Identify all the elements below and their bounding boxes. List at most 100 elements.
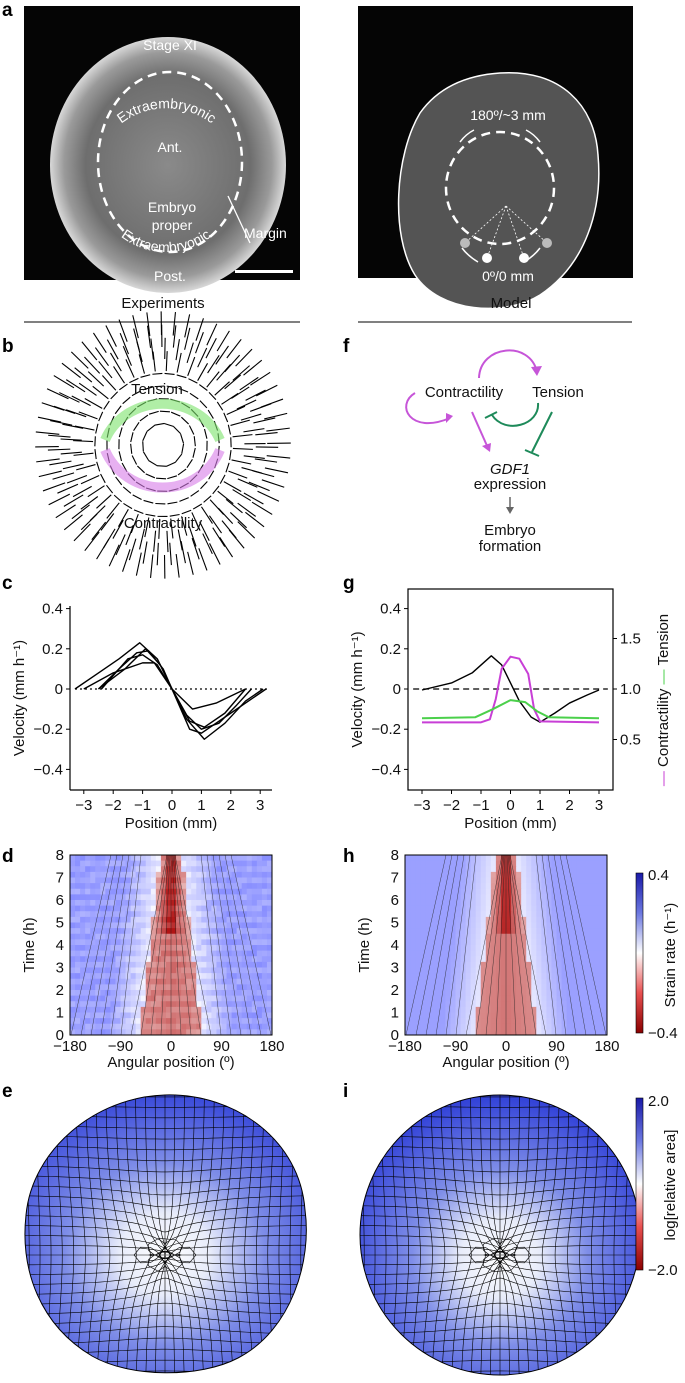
heatmap-cell	[597, 911, 603, 917]
heatmap-cell	[257, 878, 263, 884]
heatmap-cell	[196, 968, 202, 974]
heatmap-cell	[222, 956, 228, 962]
heatmap-cell	[171, 1007, 177, 1013]
heatmap-cell	[136, 951, 142, 957]
heatmap-cell	[237, 1018, 243, 1024]
velocity-vector	[209, 516, 221, 533]
heatmap-cell	[176, 1018, 182, 1024]
heatmap-cell	[481, 911, 487, 917]
heatmap-cell	[206, 990, 212, 996]
heatmap-cell	[252, 861, 258, 867]
velocity-vector	[140, 415, 148, 421]
heatmap-cell	[506, 939, 512, 945]
heatmap-cell	[206, 889, 212, 895]
heatmap-cell	[237, 996, 243, 1002]
heatmap-cell	[420, 1018, 426, 1024]
heatmap-cell	[531, 1013, 537, 1019]
heatmap-cell	[435, 900, 441, 906]
velocity-vector	[97, 462, 100, 472]
velocity-vector	[178, 529, 182, 550]
heatmap-cell	[247, 889, 253, 895]
velocity-vector	[136, 553, 141, 576]
heatmap-cell	[557, 928, 563, 934]
heatmap-cell	[521, 917, 527, 923]
heatmap-cell	[567, 968, 573, 974]
x-tick-label: −1	[134, 797, 151, 814]
heatmap-cell	[206, 984, 212, 990]
heatmap-cell	[227, 973, 233, 979]
heatmap-cell	[186, 973, 192, 979]
y-tick-label: 5	[56, 915, 64, 932]
heatmap-cell	[546, 1013, 552, 1019]
velocity-vector	[261, 399, 283, 407]
heatmap-cell	[151, 906, 157, 912]
heatmap-cell	[126, 979, 132, 985]
heatmap-cell	[115, 900, 121, 906]
heatmap-cell	[90, 973, 96, 979]
heatmap-cell	[100, 883, 106, 889]
heatmap-cell	[75, 878, 81, 884]
y-tick-label: 8	[391, 847, 399, 864]
heatmap-cell	[471, 973, 477, 979]
heatmap-cell	[237, 878, 243, 884]
heatmap-cell	[425, 900, 431, 906]
velocity-vector	[165, 373, 175, 374]
heatmap-cell	[242, 878, 248, 884]
heatmap-cell	[146, 900, 152, 906]
heatmap-cell	[85, 883, 91, 889]
heatmap-cell	[430, 1024, 436, 1030]
velocity-vector	[93, 333, 106, 353]
heatmap-cell	[85, 861, 91, 867]
colorbar-min: −2.0	[648, 1262, 678, 1279]
heatmap-cell	[425, 906, 431, 912]
heatmap-cell	[435, 866, 441, 872]
heatmap-cell	[201, 872, 207, 878]
heatmap-cell	[85, 939, 91, 945]
heatmap-cell	[551, 900, 557, 906]
heatmap-cell	[247, 906, 253, 912]
velocity-vector	[54, 376, 74, 388]
heatmap-cell	[486, 883, 492, 889]
heatmap-cell	[136, 934, 142, 940]
heatmap-cell	[466, 962, 472, 968]
x-tick-label: 1	[197, 797, 205, 814]
tissue-deformation-grid-model	[340, 1075, 659, 1378]
velocity-vector	[147, 425, 155, 431]
heatmap-cell	[511, 866, 517, 872]
heatmap-cell	[75, 900, 81, 906]
heatmap-cell	[582, 872, 588, 878]
heatmap-cell	[80, 1001, 86, 1007]
heatmap-cell	[131, 968, 137, 974]
heatmap-cell	[196, 956, 202, 962]
velocity-vector	[178, 469, 186, 475]
heatmap-cell	[582, 894, 588, 900]
heatmap-cell	[481, 855, 487, 861]
heatmap-cell	[435, 861, 441, 867]
heatmap-cell	[201, 889, 207, 895]
heatmap-cell	[587, 906, 593, 912]
heatmap-cell	[191, 866, 197, 872]
velocity-vector	[156, 478, 166, 479]
heatmap-cell	[557, 1001, 563, 1007]
heatmap-cell	[425, 968, 431, 974]
y-tick-label: −0.4	[33, 761, 63, 778]
velocity-vector	[204, 496, 212, 503]
heatmap-cell	[496, 872, 502, 878]
heatmap-cell	[171, 973, 177, 979]
velocity-vector	[189, 426, 193, 435]
heatmap-cell	[95, 855, 101, 861]
heatmap-cell	[262, 900, 268, 906]
heatmap-cell	[247, 917, 253, 923]
heatmap-cell	[141, 1007, 147, 1013]
heatmap-cell	[257, 951, 263, 957]
heatmap-cell	[166, 866, 172, 872]
heatmap-cell	[435, 939, 441, 945]
heatmap-cell	[252, 911, 258, 917]
heatmap-cell	[536, 911, 542, 917]
heatmap-cell	[262, 883, 268, 889]
heatmap-cell	[501, 866, 507, 872]
heatmap-cell	[476, 900, 482, 906]
heatmap-cell	[501, 1018, 507, 1024]
heatmap-cell	[216, 979, 222, 985]
colorbar-min: −0.4	[648, 1025, 678, 1042]
